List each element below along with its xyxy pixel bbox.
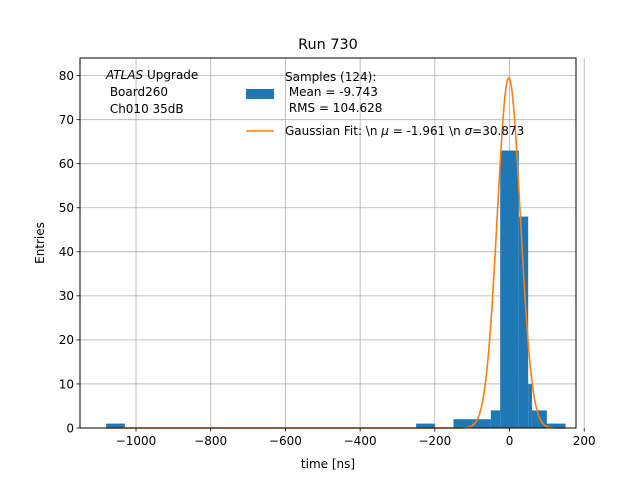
y-tick-label: 40 — [59, 245, 74, 259]
y-tick-label: 60 — [59, 157, 74, 171]
upgrade-label: Upgrade — [143, 68, 198, 82]
y-tick-label: 30 — [59, 289, 74, 303]
legend-samples-line-3: RMS = 104.628 — [285, 101, 382, 115]
histogram-bar — [528, 383, 532, 428]
y-tick-label: 70 — [59, 113, 74, 127]
legend-fit-label: Gaussian Fit: \n μ = -1.961 \n σ=30.873 — [285, 124, 524, 138]
histogram-bars — [106, 150, 566, 428]
y-tick-label: 10 — [59, 377, 74, 391]
histogram-bar — [509, 150, 519, 428]
y-axis-label: Entries — [33, 222, 47, 264]
histogram-bar — [106, 423, 125, 428]
legend-samples-line-2: Mean = -9.743 — [285, 85, 378, 99]
annotation-line-1: ATLAS Upgrade — [105, 68, 198, 82]
annotation-line-3: Ch010 35dB — [106, 102, 184, 116]
legend-fit-sigma-symbol: σ — [465, 124, 473, 138]
y-tick-label: 50 — [59, 201, 74, 215]
x-tick-label: −400 — [344, 434, 377, 448]
x-tick-label: −200 — [418, 434, 451, 448]
atlas-label: ATLAS — [105, 68, 144, 82]
atlas-annotation: ATLAS Upgrade Board260 Ch010 35dB — [105, 68, 198, 116]
y-tick-label: 0 — [66, 421, 74, 435]
histogram-bar — [490, 410, 501, 428]
annotation-line-2: Board260 — [106, 85, 168, 99]
y-tick-label: 80 — [59, 69, 74, 83]
x-axis-ticks: −1000 −800 −600 −400 −200 0 200 — [116, 428, 596, 448]
legend-fit-mu-text: = -1.961 \n — [389, 124, 465, 138]
legend-samples-swatch — [246, 89, 274, 99]
x-tick-label: −800 — [194, 434, 227, 448]
histogram-bar — [453, 419, 473, 428]
legend: Samples (124): Mean = -9.743 RMS = 104.6… — [246, 70, 524, 138]
histogram-bar — [546, 423, 566, 428]
x-tick-label: −1000 — [116, 434, 157, 448]
legend-samples-line-1: Samples (124): — [285, 70, 376, 84]
y-tick-label: 20 — [59, 333, 74, 347]
histogram-bar — [518, 216, 529, 428]
legend-fit-prefix: Gaussian Fit: \n — [285, 124, 381, 138]
histogram-bar — [416, 423, 435, 428]
histogram-bar — [472, 419, 491, 428]
histogram-bar — [500, 150, 510, 428]
legend-fit-mu-symbol: μ — [380, 124, 389, 138]
x-tick-label: −600 — [269, 434, 302, 448]
x-tick-label: 200 — [573, 434, 596, 448]
x-tick-label: 0 — [506, 434, 514, 448]
x-axis-label: time [ns] — [301, 457, 355, 471]
y-axis-ticks: 0 10 20 30 40 50 60 70 80 — [59, 69, 80, 435]
legend-fit-sigma-text: =30.873 — [472, 124, 524, 138]
plot-frame — [79, 57, 577, 429]
chart-title: Run 730 — [298, 37, 358, 53]
